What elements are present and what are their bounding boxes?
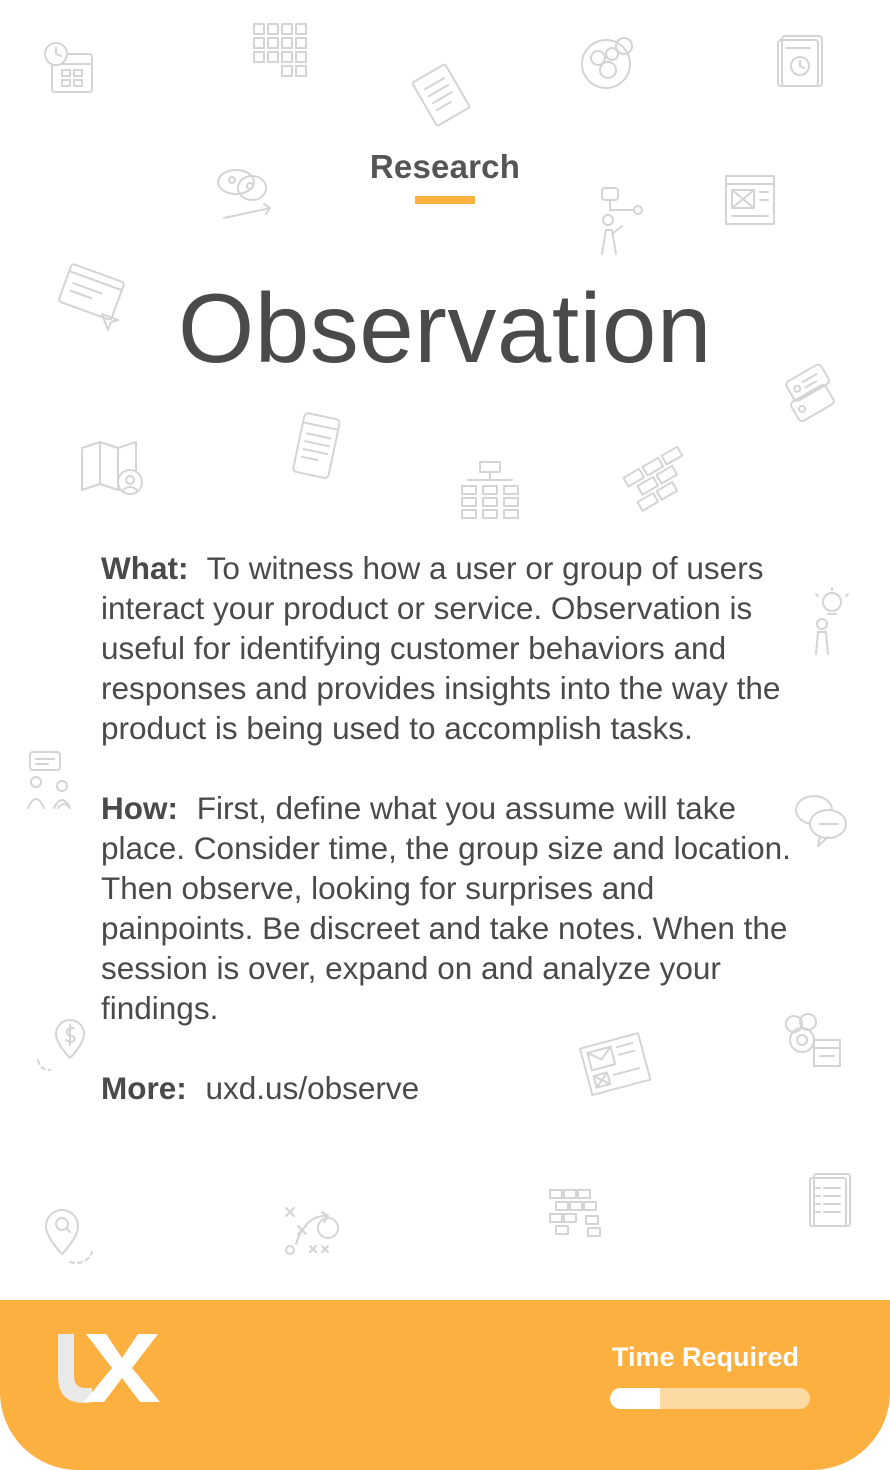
document-history-icon (777, 35, 823, 87)
tags-icon (785, 363, 835, 423)
ux-logo (58, 1334, 160, 1403)
strategy-play-icon (285, 1207, 339, 1255)
category-label: Research (369, 148, 521, 185)
card-title: Observation (178, 273, 712, 383)
chat-person-icon (27, 751, 71, 809)
map-search-icon (81, 441, 143, 495)
card-footer (0, 1300, 890, 1470)
checklist-icon (411, 63, 471, 127)
how-label: How: (101, 790, 178, 826)
mail-wireframe-icon (579, 1032, 652, 1097)
category-underline (415, 196, 475, 204)
flowchart-person-icon (601, 187, 643, 255)
more-label: More: (101, 1070, 187, 1106)
what-label: What: (101, 550, 189, 586)
wireframe-icon (725, 175, 775, 225)
bricks-icon (622, 445, 684, 512)
sitemap-icon (461, 461, 519, 519)
time-required-bar (610, 1388, 810, 1409)
grid-icon (253, 23, 307, 77)
discussion-icon (795, 795, 847, 847)
what-section: What: To witness how a user or group of … (101, 548, 801, 748)
block-stack-icon (549, 1189, 601, 1237)
time-required-fill (610, 1388, 660, 1409)
card-body: What: To witness how a user or group of … (101, 548, 801, 1148)
more-link[interactable]: uxd.us/observe (205, 1070, 420, 1106)
document-list-icon (809, 1173, 851, 1227)
location-search-icon (45, 1209, 93, 1264)
mobile-list-icon (292, 412, 341, 479)
team-settings-icon (785, 1013, 841, 1067)
background-icon-pattern (27, 23, 851, 1264)
what-text: To witness how a user or group of users … (101, 550, 781, 746)
how-text: First, define what you assume will take … (101, 790, 791, 1026)
idea-person-icon (815, 587, 849, 655)
browser-pointer-icon (58, 263, 125, 331)
how-section: How: First, define what you assume will … (101, 788, 801, 1028)
more-section: More: uxd.us/observe (101, 1068, 801, 1108)
time-required-label: Time Required (612, 1342, 800, 1372)
swatch-arrows-icon (217, 169, 271, 219)
venn-circles-icon (581, 37, 633, 89)
calendar-clock-icon (44, 42, 93, 93)
money-location-icon (37, 1019, 85, 1071)
